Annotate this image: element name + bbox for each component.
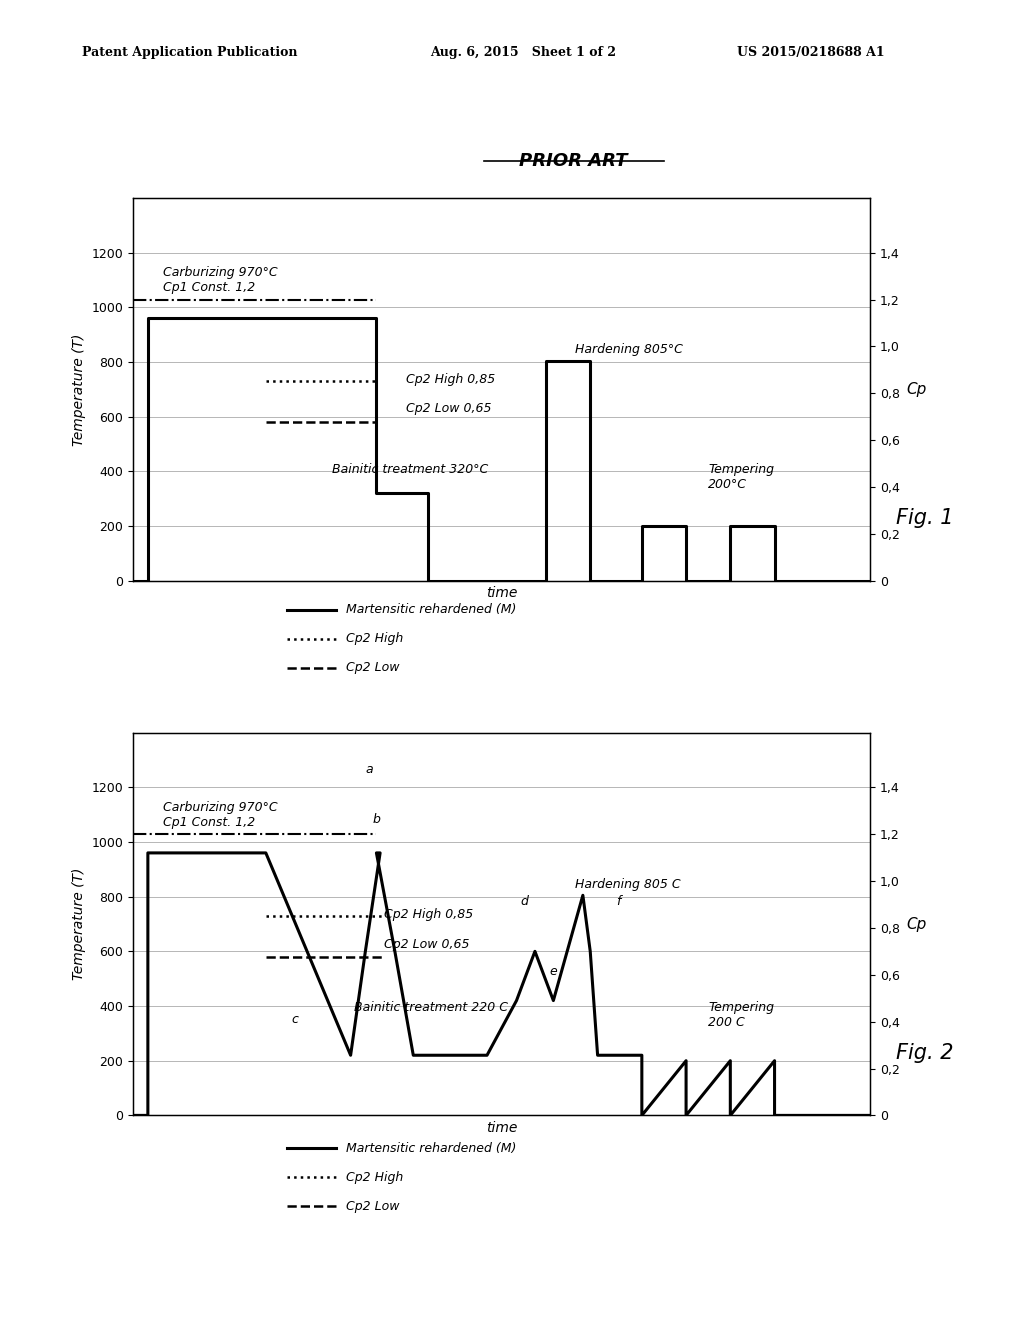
Text: Cp2 Low 0,65: Cp2 Low 0,65 xyxy=(384,937,469,950)
Text: Bainitic treatment 320°C: Bainitic treatment 320°C xyxy=(332,463,488,477)
Text: Cp2 High: Cp2 High xyxy=(346,632,403,645)
Text: PRIOR ART: PRIOR ART xyxy=(519,152,628,170)
Text: Martensitic rehardened (M): Martensitic rehardened (M) xyxy=(346,1142,516,1155)
Y-axis label: Temperature (T): Temperature (T) xyxy=(72,333,86,446)
Y-axis label: Temperature (T): Temperature (T) xyxy=(72,867,86,981)
Text: US 2015/0218688 A1: US 2015/0218688 A1 xyxy=(737,46,885,59)
Text: c: c xyxy=(292,1012,299,1026)
Text: Bainitic treatment 220 C: Bainitic treatment 220 C xyxy=(354,1001,508,1014)
Text: Martensitic rehardened (M): Martensitic rehardened (M) xyxy=(346,603,516,616)
Text: Carburizing 970°C
Cp1 Const. 1,2: Carburizing 970°C Cp1 Const. 1,2 xyxy=(163,801,278,829)
Text: f: f xyxy=(616,895,621,908)
Text: Cp2 Low: Cp2 Low xyxy=(346,1200,399,1213)
Text: a: a xyxy=(366,763,373,776)
Text: Cp2 High 0,85: Cp2 High 0,85 xyxy=(406,374,496,385)
Text: Cp2 High: Cp2 High xyxy=(346,1171,403,1184)
Text: Cp2 Low: Cp2 Low xyxy=(346,661,399,675)
Text: Patent Application Publication: Patent Application Publication xyxy=(82,46,297,59)
Text: Cp2 High 0,85: Cp2 High 0,85 xyxy=(384,908,473,920)
Text: Aug. 6, 2015   Sheet 1 of 2: Aug. 6, 2015 Sheet 1 of 2 xyxy=(430,46,616,59)
Text: Fig. 1: Fig. 1 xyxy=(896,508,953,528)
Y-axis label: Cp: Cp xyxy=(906,916,927,932)
Text: Carburizing 970°C
Cp1 Const. 1,2: Carburizing 970°C Cp1 Const. 1,2 xyxy=(163,267,278,294)
Y-axis label: Cp: Cp xyxy=(906,381,927,397)
Text: Hardening 805°C: Hardening 805°C xyxy=(575,343,683,356)
Text: Tempering
200 C: Tempering 200 C xyxy=(709,1001,774,1028)
Text: Tempering
200°C: Tempering 200°C xyxy=(709,463,774,491)
Text: Cp2 Low 0,65: Cp2 Low 0,65 xyxy=(406,401,492,414)
Text: b: b xyxy=(373,813,381,825)
Text: Hardening 805 C: Hardening 805 C xyxy=(575,878,681,891)
Text: d: d xyxy=(520,895,528,908)
X-axis label: time: time xyxy=(486,586,517,601)
X-axis label: time: time xyxy=(486,1121,517,1135)
Text: Fig. 2: Fig. 2 xyxy=(896,1043,953,1063)
Text: e: e xyxy=(550,965,557,978)
